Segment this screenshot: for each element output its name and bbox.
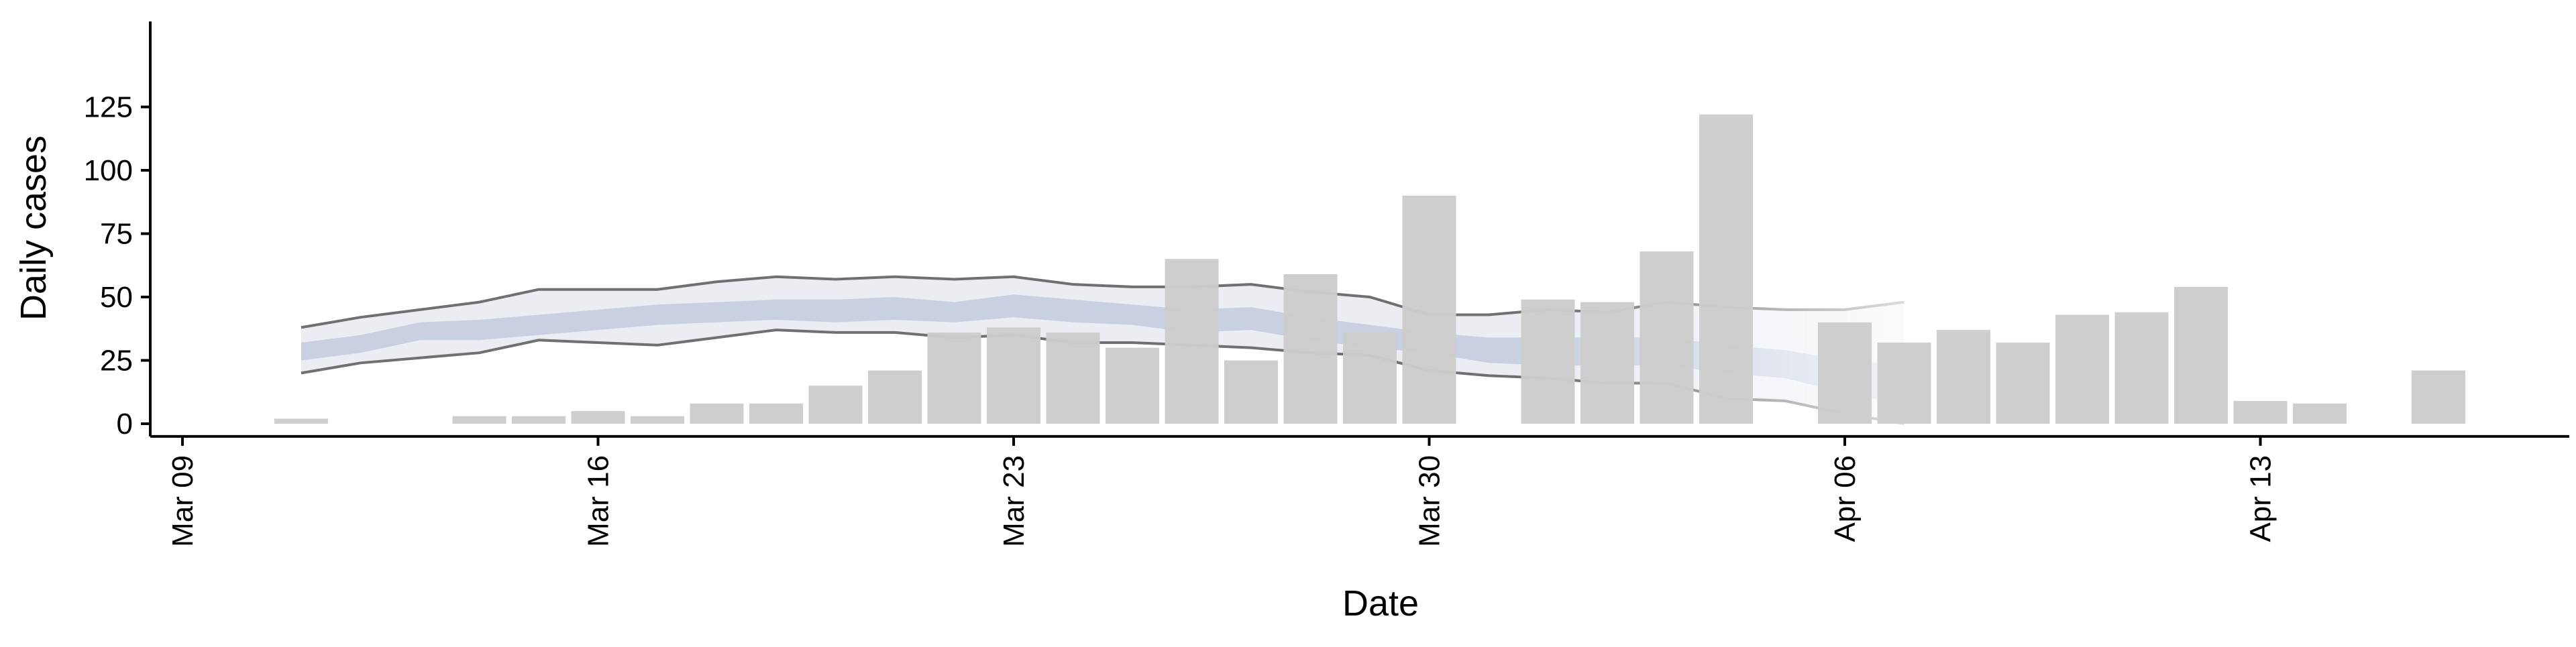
bar-2020-04-13 xyxy=(2233,401,2288,424)
y-tick-label-100: 100 xyxy=(84,154,133,187)
bar-2020-04-08 xyxy=(1937,330,1990,424)
x-tick-label-3: Mar 30 xyxy=(1413,455,1446,547)
bar-2020-03-20 xyxy=(808,386,863,424)
bar-2020-03-28 xyxy=(1283,274,1338,424)
bar-series xyxy=(274,114,2465,424)
bar-2020-03-25 xyxy=(1106,347,1159,424)
x-tick-label-0: Mar 09 xyxy=(166,455,199,547)
y-axis-title: Daily cases xyxy=(13,135,54,320)
bar-2020-04-09 xyxy=(1996,343,2050,424)
axes: 0 25 50 75 100 125 Mar 09 Mar 16 Mar 23 Mar 30 Apr… xyxy=(84,21,2569,547)
bar-2020-03-15 xyxy=(512,416,566,424)
y-tick-label-125: 125 xyxy=(84,91,133,124)
inner-band-area xyxy=(301,294,1904,404)
x-axis-title: Date xyxy=(1342,583,1419,624)
band-group xyxy=(301,275,1904,425)
outer-band-lower-line xyxy=(301,329,1904,425)
bar-2020-04-14 xyxy=(2293,403,2347,424)
bar-2020-03-27 xyxy=(1224,360,1278,424)
bar-2020-03-18 xyxy=(690,403,744,424)
outer-band-upper-line xyxy=(301,275,1904,329)
x-tick-label-1: Mar 16 xyxy=(582,455,615,547)
bar-2020-03-19 xyxy=(749,403,803,424)
x-tick-label-4: Apr 06 xyxy=(1829,455,1862,542)
uncertainty-bands xyxy=(301,275,1904,425)
bar-2020-03-22 xyxy=(927,332,981,424)
bar-2020-03-23 xyxy=(987,327,1040,424)
bar-2020-04-16 xyxy=(2412,370,2465,424)
bar-2020-03-21 xyxy=(868,370,922,424)
bar-2020-03-26 xyxy=(1165,259,1219,424)
y-tick-label-75: 75 xyxy=(100,218,133,251)
bar-2020-03-29 xyxy=(1343,332,1397,424)
bar-2020-04-02 xyxy=(1580,302,1634,424)
bar-2020-03-14 xyxy=(452,416,506,424)
bar-2020-04-01 xyxy=(1521,299,1575,424)
bar-2020-04-11 xyxy=(2114,312,2169,424)
bar-2020-03-30 xyxy=(1402,195,1456,424)
bar-2020-04-06 xyxy=(1818,322,1872,424)
bar-2020-03-17 xyxy=(631,416,684,424)
y-tick-label-50: 50 xyxy=(100,281,133,314)
x-tick-label-5: Apr 13 xyxy=(2245,455,2277,542)
y-tick-label-0: 0 xyxy=(117,408,133,440)
bar-2020-04-04 xyxy=(1699,114,1753,424)
bar-2020-03-16 xyxy=(571,411,625,424)
bar-2020-03-11 xyxy=(274,418,328,424)
y-tick-label-25: 25 xyxy=(100,345,133,377)
bar-2020-04-07 xyxy=(1877,343,1931,424)
bar-2020-03-24 xyxy=(1046,332,1100,424)
x-tick-label-2: Mar 23 xyxy=(998,455,1030,547)
bar-2020-04-10 xyxy=(2055,314,2109,424)
bar-2020-04-12 xyxy=(2174,286,2228,424)
bar-2020-04-03 xyxy=(1640,251,1694,424)
